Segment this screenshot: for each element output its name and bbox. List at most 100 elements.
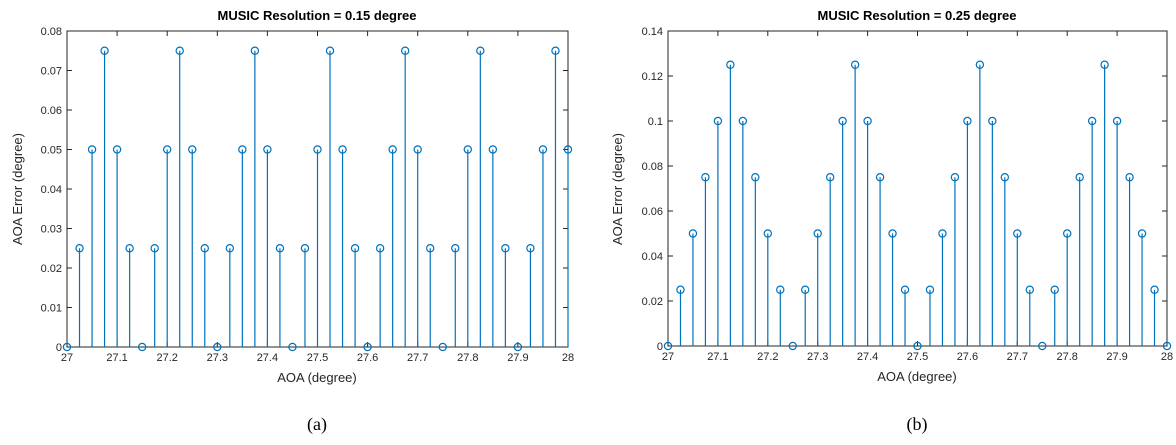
stem-marker (1000, 173, 1010, 182)
stem-marker (788, 341, 797, 351)
stem (900, 285, 910, 346)
stem-marker (563, 145, 573, 154)
stem-marker (300, 244, 310, 253)
stem (663, 341, 673, 351)
stem (563, 145, 573, 347)
stem-marker (1050, 285, 1059, 294)
stem (300, 244, 310, 347)
y-tick-label: 0.08 (41, 26, 62, 38)
stem (200, 244, 209, 347)
stem (1087, 116, 1097, 346)
stem (375, 244, 385, 347)
y-tick-label: 0.02 (41, 263, 62, 275)
stem-marker (438, 342, 447, 352)
stem-marker (501, 244, 510, 253)
stem-marker (275, 244, 285, 253)
stem-marker (863, 116, 872, 126)
stem (1162, 341, 1172, 351)
stem (288, 342, 297, 352)
stem-marker (363, 342, 372, 352)
stem (413, 145, 422, 347)
stem-marker (813, 229, 822, 238)
x-tick-label: 27.6 (357, 352, 378, 364)
stem-marker (551, 46, 560, 55)
stem (400, 46, 410, 347)
stem-marker (150, 244, 159, 253)
stem (763, 229, 773, 346)
stem-marker (1100, 60, 1109, 69)
stem (188, 145, 197, 347)
stem (275, 244, 285, 347)
stem (150, 244, 159, 347)
chart-b-x-ticks: 27 27.1 27.2 27.3 27.4 27.5 27.6 27.7 27.8 27.9 28 (662, 31, 1173, 363)
stem (162, 145, 172, 347)
x-tick-label: 27 (61, 352, 73, 364)
stem (451, 244, 460, 347)
y-tick-label: 0.1 (648, 116, 663, 128)
chart-b-plot-area (667, 30, 1168, 347)
stem (87, 145, 97, 347)
stem-marker (188, 145, 197, 154)
x-tick-label: 27.9 (507, 352, 528, 364)
stem-marker (125, 244, 134, 253)
stem-marker (325, 46, 335, 55)
stem-marker (263, 145, 272, 154)
stem-marker (875, 173, 885, 182)
stem (850, 60, 860, 346)
x-tick-label: 28 (1161, 351, 1173, 363)
stem (551, 46, 560, 347)
y-tick-label: 0.01 (41, 303, 62, 315)
stem-marker (513, 342, 523, 352)
stem (963, 116, 972, 346)
x-tick-label: 27.8 (457, 352, 478, 364)
stem (1050, 285, 1059, 346)
chart-a-title: MUSIC Resolution = 0.15 degree (217, 8, 416, 23)
chart-b-title: MUSIC Resolution = 0.25 degree (817, 8, 1016, 23)
stem-marker (87, 145, 97, 154)
stem-marker (1038, 341, 1047, 351)
caption-b: (b) (907, 414, 928, 435)
chart-a-x-ticks: 27 27.1 27.2 27.3 27.4 27.5 27.6 27.7 27.8 27.9 28 (61, 31, 574, 364)
y-tick-label: 0.12 (642, 71, 663, 83)
x-tick-label: 27.4 (257, 352, 278, 364)
stem (875, 173, 885, 346)
stem-marker (963, 116, 972, 126)
stem (1038, 341, 1047, 351)
stem-marker (350, 244, 360, 253)
y-tick-label: 0.04 (642, 251, 663, 263)
stem (137, 342, 147, 352)
stem (1013, 229, 1022, 346)
stem-marker (463, 145, 472, 154)
y-tick-label: 0.14 (642, 26, 663, 38)
stem-marker (913, 341, 922, 351)
chart-b: MUSIC Resolution = 0.25 degree 0 0.02 0.04… (610, 8, 1173, 435)
stem (426, 244, 435, 347)
chart-b-ylabel: AOA Error (degree) (610, 133, 625, 245)
stem-marker (338, 145, 347, 154)
chart-b-stems (663, 60, 1172, 351)
stem (1025, 285, 1034, 346)
stem (838, 116, 847, 346)
caption-a: (a) (307, 414, 327, 435)
stem (1000, 173, 1010, 346)
x-tick-label: 27.5 (907, 351, 928, 363)
chart-a-ylabel: AOA Error (degree) (10, 133, 25, 245)
stem (538, 145, 548, 347)
stem-marker (1112, 116, 1122, 126)
stem-marker (1062, 229, 1072, 238)
stem (1137, 229, 1147, 346)
stem-marker (288, 342, 297, 352)
stem (225, 244, 235, 347)
stem-marker (751, 173, 760, 182)
stem-marker (676, 285, 685, 294)
stem-marker (738, 116, 748, 126)
stem (788, 341, 797, 351)
stem (438, 342, 447, 352)
stem (1150, 285, 1159, 346)
stem-marker (713, 116, 723, 126)
stem (738, 116, 748, 346)
y-tick-label: 0.06 (642, 206, 663, 218)
stem (238, 145, 247, 347)
stem (338, 145, 347, 347)
stem-marker (1025, 285, 1034, 294)
